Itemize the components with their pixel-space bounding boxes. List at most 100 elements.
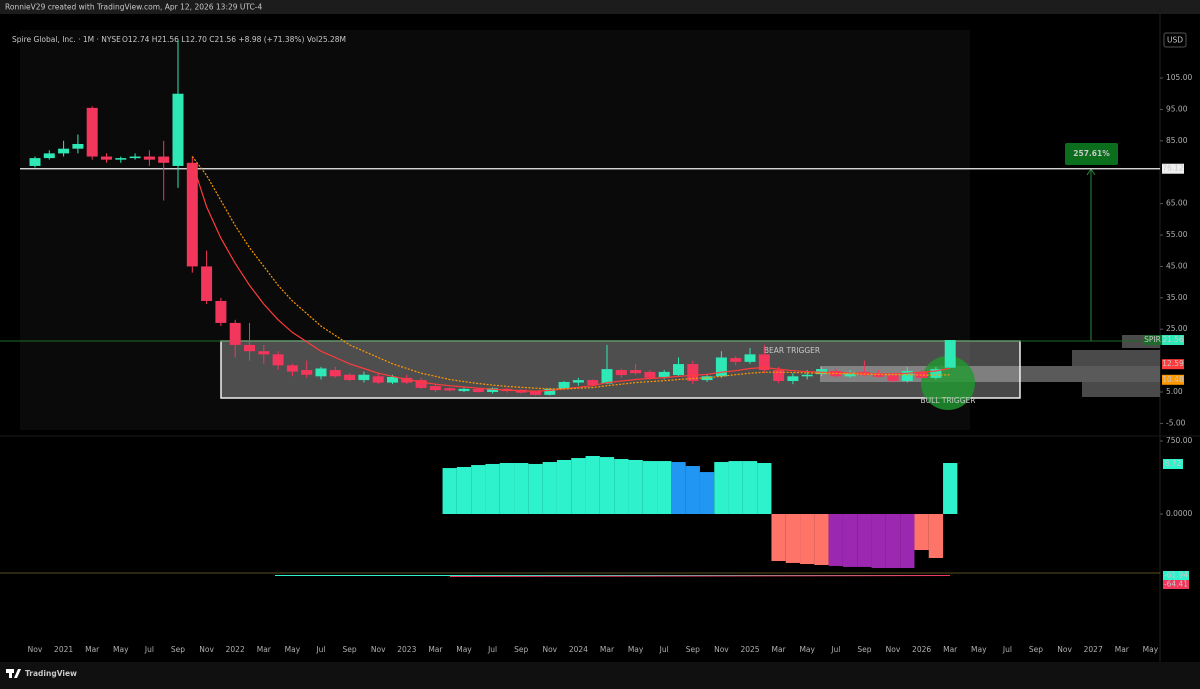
x-tick-label: May [113,645,129,654]
x-tick-label: 2026 [912,645,931,654]
candle-body [572,380,584,383]
histogram-bar [728,461,743,514]
y-tick-label: 95.00 [1166,104,1188,113]
candle-body [744,354,756,362]
candle-body [286,365,298,372]
candle-body [229,322,241,345]
indicator-line [449,575,951,577]
x-tick-label: Mar [428,645,443,654]
x-tick-label: Sep [343,645,357,654]
candle-body [329,370,341,377]
x-tick-label: Mar [85,645,100,654]
x-tick-label: Mar [943,645,958,654]
histogram-bar [800,514,815,565]
currency: USD [1167,36,1183,45]
histogram-bar [528,463,543,514]
symbol-tag: SPIR [1144,335,1161,344]
credit: RonnieV29 created with TradingView.com, … [5,3,262,12]
histogram-bar [842,514,858,567]
histogram-bar [614,459,629,514]
value-tag-box [1163,459,1183,469]
y-tick-label: 85.00 [1166,136,1188,145]
candle-body [715,357,727,377]
histogram-bar [642,461,658,514]
histogram-bar [485,463,500,514]
histogram-bar [943,462,958,514]
candle-body [101,156,112,160]
currency-box [1163,32,1187,48]
candle-body [244,344,255,352]
y-tick-label: 105.00 [1166,73,1192,82]
candle-body [215,300,227,323]
x-tick-label: 2024 [569,645,588,654]
x-tick-label: May [971,645,987,654]
volume-profile [1020,366,1160,382]
moving-average [191,156,951,390]
candle-body [358,374,370,381]
x-tick-label: Nov [371,645,386,654]
x-tick-label: 2027 [1084,645,1103,654]
candle-body [544,388,556,395]
logo-text: TradingView [25,669,77,678]
candle-body [787,376,799,382]
x-tick-label: May [456,645,472,654]
x-tick-label: Sep [514,645,528,654]
volume-profile [1082,382,1160,397]
x-tick-label: 2021 [54,645,73,654]
x-tick-label: Jul [830,645,840,654]
line-tag: -61.94 [1164,571,1188,580]
histogram-bar [571,458,586,514]
histogram-bar [785,514,801,563]
x-tick-label: 2023 [397,645,416,654]
tags: 76.12 12.59 10.48 SPIR 21.56 [1143,163,1184,385]
candle-body [415,380,427,388]
y-tick-label: 45.00 [1166,261,1188,270]
x-tick-label: May [628,645,644,654]
candle-body [530,391,541,395]
x-tick-label: Jul [144,645,154,654]
candle-body [301,370,313,375]
candle-body [143,156,155,160]
x-tick-label: May [799,645,815,654]
candle-body [673,364,684,376]
candle-body [615,370,627,376]
candle-body [401,377,413,383]
ohlc-legend: O12.74 H21.56 L12.70 C21.56 +8.98 (+71.3… [122,35,346,44]
candle-body [372,376,384,383]
y-tick-label: 35.00 [1166,293,1188,302]
candle-body [758,354,770,371]
candle-body [158,156,170,163]
candle-body [86,107,98,157]
histogram-bar [742,461,758,514]
candle-body [458,388,470,392]
x-tick-label: Mar [600,645,615,654]
footer [0,662,1200,689]
candle-body [258,351,270,355]
histogram-bar [714,462,729,514]
top-bar [0,0,1200,14]
x-tick-label: Jul [487,645,497,654]
candle-body [72,143,84,149]
line-tag-box [1163,580,1189,589]
ma-tag: 10.48 [1162,375,1184,384]
candle-body [444,388,456,391]
histogram-bar [900,514,915,569]
level-tag: 76.12 [1162,164,1184,173]
chart-title: Spire Global, Inc. · 1M · NYSE [12,35,121,44]
y-tick-label: 55.00 [1166,230,1188,239]
histogram-bar [699,472,715,514]
histogram-bar [456,466,472,514]
x-tick-label: Mar [257,645,272,654]
candle-body [29,158,41,166]
histogram-bar [599,457,615,514]
logo-mark [14,669,21,678]
x-tick-label: Mar [772,645,787,654]
candle-body [873,373,885,377]
candle-body [558,381,570,389]
ma-tag-box [1162,359,1184,370]
volume-profile [1072,350,1160,366]
candle-body [58,148,70,154]
histogram-bar [871,514,886,569]
x-tick-label: Sep [1029,645,1043,654]
candle-body [129,156,141,159]
